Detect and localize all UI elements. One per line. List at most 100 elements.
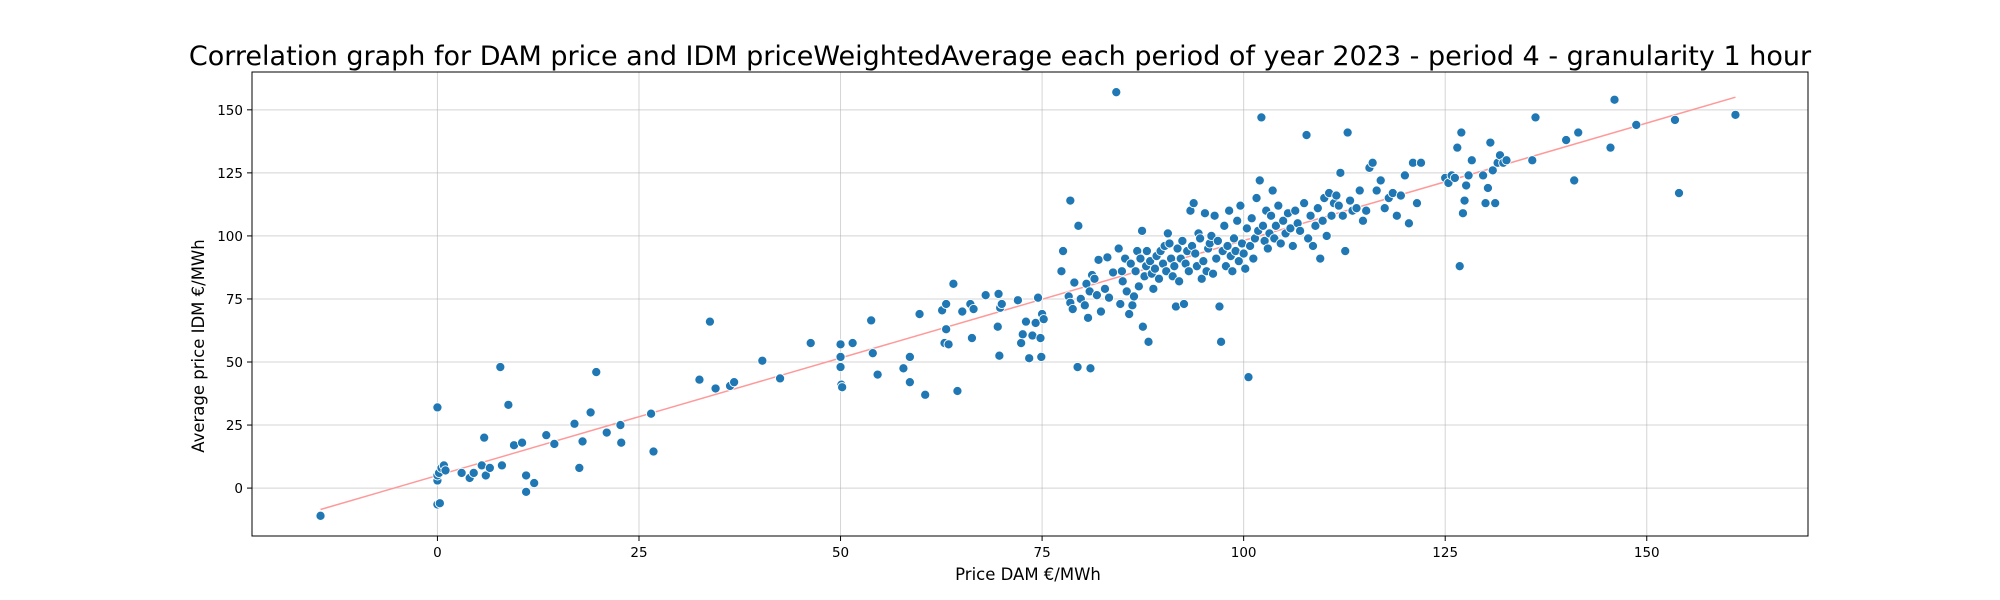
- data-point: [1099, 283, 1111, 294]
- data-point: [1317, 215, 1328, 226]
- data-point: [1301, 129, 1312, 141]
- x-tick-label: 75: [1033, 545, 1050, 561]
- data-point: [1569, 175, 1580, 186]
- data-point: [1730, 109, 1741, 120]
- data-point: [992, 321, 1003, 332]
- data-point: [1290, 205, 1301, 216]
- data-point: [1345, 195, 1356, 206]
- data-point: [1379, 203, 1390, 214]
- data-point: [1371, 185, 1382, 196]
- data-point: [1454, 261, 1465, 272]
- data-point: [601, 427, 612, 438]
- data-point: [867, 348, 878, 359]
- x-tick-label: 0: [433, 545, 442, 561]
- data-point: [920, 389, 931, 400]
- data-point: [1111, 87, 1122, 98]
- data-point: [1411, 198, 1423, 209]
- data-point: [957, 306, 968, 317]
- data-point: [616, 437, 627, 448]
- data-point: [1351, 203, 1362, 214]
- data-point: [1312, 203, 1323, 214]
- x-tick-label: 25: [630, 545, 647, 561]
- data-point: [1038, 314, 1049, 325]
- data-point: [1224, 205, 1235, 216]
- data-point: [1162, 228, 1173, 239]
- y-tick-label: 50: [226, 355, 243, 371]
- data-point: [729, 377, 740, 388]
- data-point: [1315, 253, 1326, 264]
- data-point: [1561, 135, 1572, 146]
- y-tick-label: 100: [217, 229, 243, 245]
- data-point: [966, 332, 978, 344]
- data-point: [432, 402, 443, 413]
- data-point: [968, 303, 979, 315]
- data-point: [1335, 167, 1346, 178]
- data-point: [941, 298, 952, 310]
- data-point: [1130, 266, 1141, 277]
- data-point: [872, 369, 883, 380]
- data-point: [1164, 238, 1175, 249]
- data-point: [1295, 225, 1306, 236]
- data-point: [503, 399, 514, 410]
- data-point: [1198, 256, 1209, 267]
- data-point: [1085, 363, 1096, 374]
- data-point: [1124, 309, 1135, 320]
- data-point: [456, 467, 467, 479]
- data-point: [1609, 94, 1620, 105]
- data-point: [1133, 281, 1144, 292]
- data-point: [1240, 263, 1251, 274]
- data-point: [1216, 336, 1227, 347]
- data-point: [1248, 253, 1259, 264]
- data-point: [1270, 220, 1281, 231]
- data-point: [1399, 170, 1410, 181]
- data-point: [1153, 273, 1165, 284]
- data-point: [1072, 361, 1083, 373]
- data-point: [1207, 268, 1219, 279]
- data-point: [1482, 182, 1493, 194]
- data-point: [1199, 208, 1210, 219]
- data-point: [1058, 245, 1069, 257]
- data-point: [1326, 210, 1337, 221]
- data-point: [591, 367, 602, 378]
- chart-title: Correlation graph for DAM price and IDM …: [189, 41, 1812, 72]
- data-point: [1246, 213, 1257, 224]
- data-point: [1073, 220, 1084, 231]
- data-point: [1183, 266, 1194, 277]
- data-point: [1116, 266, 1127, 277]
- data-point: [1321, 230, 1332, 241]
- data-point: [805, 338, 816, 349]
- data-point: [1530, 112, 1541, 123]
- data-point: [615, 419, 626, 431]
- data-point: [1069, 277, 1080, 288]
- data-point: [1305, 210, 1316, 221]
- data-point: [1669, 114, 1681, 125]
- data-point: [1391, 210, 1402, 221]
- data-point: [994, 350, 1005, 361]
- data-point: [1478, 170, 1489, 181]
- data-point: [996, 298, 1007, 310]
- data-point: [904, 377, 915, 388]
- data-point: [569, 418, 580, 429]
- data-point: [1190, 248, 1201, 259]
- data-point: [1267, 185, 1278, 196]
- data-point: [1030, 317, 1041, 328]
- data-point: [1342, 127, 1353, 138]
- data-point: [1303, 233, 1314, 244]
- x-tick-label: 125: [1432, 545, 1458, 561]
- data-point: [648, 446, 659, 457]
- data-point: [1573, 127, 1584, 138]
- data-point: [1228, 233, 1240, 244]
- y-axis-ticks: 0 25 50 75 100 125 150: [217, 103, 252, 497]
- x-tick-label: 100: [1231, 545, 1257, 561]
- data-point: [1017, 329, 1028, 340]
- data-point: [993, 288, 1004, 299]
- data-point: [1212, 235, 1223, 247]
- data-point: [1121, 286, 1132, 297]
- data-point: [517, 437, 528, 448]
- y-tick-label: 150: [217, 103, 243, 119]
- data-point: [1340, 245, 1351, 257]
- data-point: [1035, 332, 1046, 344]
- data-point: [1367, 157, 1378, 168]
- data-point: [1128, 291, 1140, 302]
